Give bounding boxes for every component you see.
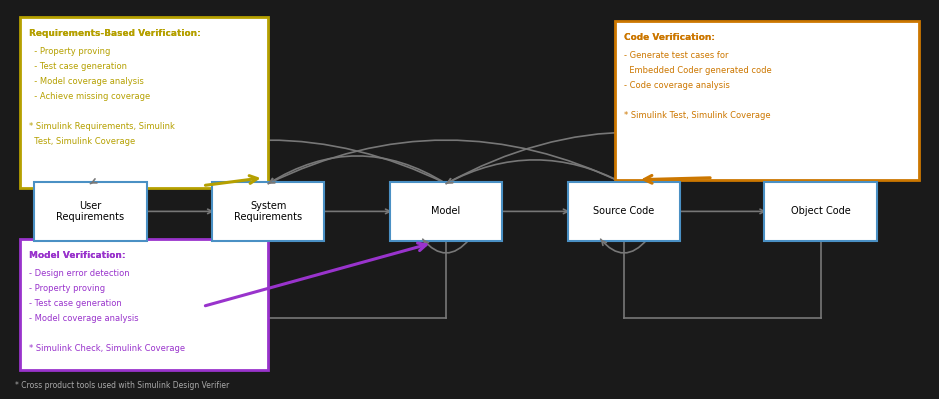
Text: - Generate test cases for: - Generate test cases for xyxy=(624,51,729,60)
Text: * Simulink Check, Simulink Coverage: * Simulink Check, Simulink Coverage xyxy=(29,344,186,353)
FancyBboxPatch shape xyxy=(390,182,502,241)
Text: - Model coverage analysis: - Model coverage analysis xyxy=(29,314,139,323)
FancyBboxPatch shape xyxy=(20,239,269,370)
Text: Test, Simulink Coverage: Test, Simulink Coverage xyxy=(29,137,136,146)
Text: System
Requirements: System Requirements xyxy=(234,201,302,222)
Text: - Code coverage analysis: - Code coverage analysis xyxy=(624,81,730,90)
FancyBboxPatch shape xyxy=(212,182,324,241)
FancyBboxPatch shape xyxy=(34,182,146,241)
Text: - Model coverage analysis: - Model coverage analysis xyxy=(29,77,145,86)
Text: User
Requirements: User Requirements xyxy=(56,201,124,222)
Text: Embedded Coder generated code: Embedded Coder generated code xyxy=(624,66,772,75)
Text: - Property proving: - Property proving xyxy=(29,47,111,56)
Text: Model Verification:: Model Verification: xyxy=(29,251,126,260)
FancyBboxPatch shape xyxy=(764,182,877,241)
Text: Object Code: Object Code xyxy=(791,206,851,216)
Text: - Test case generation: - Test case generation xyxy=(29,299,122,308)
Text: - Property proving: - Property proving xyxy=(29,284,105,293)
Text: - Test case generation: - Test case generation xyxy=(29,62,128,71)
Text: - Design error detection: - Design error detection xyxy=(29,269,131,278)
Text: Model Verification:: Model Verification: xyxy=(29,251,126,260)
Text: Code Verification:: Code Verification: xyxy=(624,33,715,42)
Text: Requirements-Based Verification:: Requirements-Based Verification: xyxy=(29,29,201,38)
Text: Model: Model xyxy=(431,206,461,216)
Text: * Simulink Requirements, Simulink: * Simulink Requirements, Simulink xyxy=(29,122,176,131)
FancyBboxPatch shape xyxy=(568,182,680,241)
Text: * Cross product tools used with Simulink Design Verifier: * Cross product tools used with Simulink… xyxy=(15,381,230,390)
Text: Requirements-Based Verification:: Requirements-Based Verification: xyxy=(29,29,201,38)
Text: Code Verification:: Code Verification: xyxy=(624,33,715,42)
FancyBboxPatch shape xyxy=(20,17,269,188)
Text: * Simulink Test, Simulink Coverage: * Simulink Test, Simulink Coverage xyxy=(624,111,771,120)
Text: Source Code: Source Code xyxy=(593,206,654,216)
FancyBboxPatch shape xyxy=(615,21,919,180)
Text: - Achieve missing coverage: - Achieve missing coverage xyxy=(29,92,151,101)
